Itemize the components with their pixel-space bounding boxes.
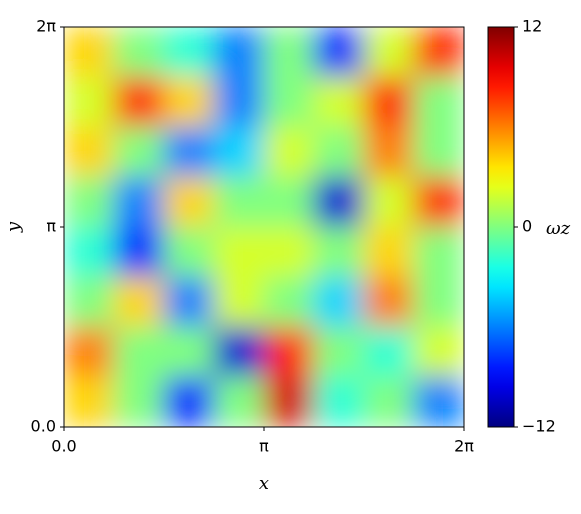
cell <box>163 76 215 128</box>
cell <box>64 176 115 228</box>
cell <box>113 226 165 278</box>
cell <box>213 27 265 78</box>
cell <box>113 376 165 427</box>
cell <box>64 226 115 278</box>
cell <box>113 126 165 178</box>
cell <box>213 276 265 328</box>
cell <box>313 76 365 128</box>
cell <box>213 76 265 128</box>
cell <box>163 27 215 78</box>
cell <box>64 27 115 78</box>
y-tick-label: π <box>46 217 56 236</box>
cell <box>64 326 115 378</box>
x-tick-label: 2π <box>454 437 474 456</box>
cell <box>313 376 365 427</box>
cell <box>113 176 165 228</box>
cell <box>64 376 115 427</box>
cell <box>64 76 115 128</box>
cell <box>363 126 415 178</box>
cell <box>313 176 365 228</box>
cell <box>413 326 464 378</box>
cell <box>413 76 464 128</box>
colorbar-tick-label: −12 <box>522 417 556 436</box>
colorbar-tick-label: 0 <box>522 217 532 236</box>
cell <box>213 176 265 228</box>
cell <box>313 27 365 78</box>
cell <box>263 76 315 128</box>
cell <box>163 226 215 278</box>
y-axis-label: y <box>3 221 24 233</box>
cell <box>113 27 165 78</box>
cell <box>263 126 315 178</box>
cell <box>213 376 265 427</box>
cell <box>363 176 415 228</box>
cell <box>163 176 215 228</box>
cell <box>413 176 464 228</box>
cell <box>263 326 315 378</box>
cell <box>413 126 464 178</box>
cell <box>413 376 464 427</box>
cell <box>213 226 265 278</box>
cell <box>213 326 265 378</box>
cell <box>313 226 365 278</box>
cell <box>363 326 415 378</box>
field <box>64 27 464 427</box>
x-tick-label: π <box>259 437 269 456</box>
cell <box>263 176 315 228</box>
cell <box>163 376 215 427</box>
cell <box>363 376 415 427</box>
cell <box>363 76 415 128</box>
colorbar-tick-label: 12 <box>522 17 542 36</box>
cell <box>113 76 165 128</box>
cell <box>163 326 215 378</box>
cell <box>313 276 365 328</box>
cell <box>363 276 415 328</box>
cell <box>263 27 315 78</box>
cell <box>263 376 315 427</box>
y-tick-label: 0.0 <box>31 417 56 436</box>
colorbar-label: ωz <box>546 218 571 239</box>
x-axis-label: x <box>259 473 269 494</box>
cell <box>313 126 365 178</box>
cell <box>113 326 165 378</box>
cell <box>313 326 365 378</box>
y-tick-label: 2π <box>36 17 56 36</box>
cell <box>113 276 165 328</box>
cell <box>64 126 115 178</box>
cell <box>413 27 464 78</box>
cell <box>163 126 215 178</box>
cell <box>413 276 464 328</box>
cell <box>263 276 315 328</box>
x-tick-label: 0.0 <box>51 437 76 456</box>
cell <box>213 126 265 178</box>
cell <box>263 226 315 278</box>
cell <box>363 226 415 278</box>
cell <box>64 276 115 328</box>
cell <box>413 226 464 278</box>
cell <box>363 27 415 78</box>
colorbar <box>487 26 515 428</box>
cell <box>163 276 215 328</box>
